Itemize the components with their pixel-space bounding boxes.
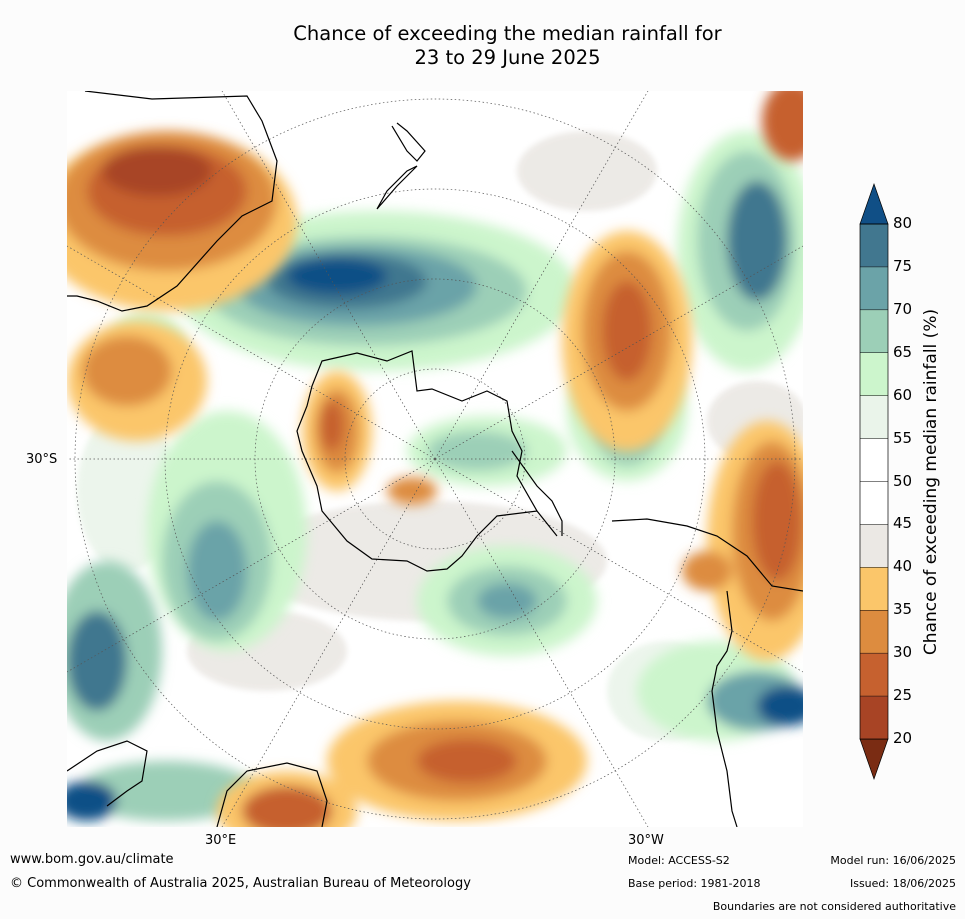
colorbar-tick-label: 40 — [893, 557, 913, 576]
colorbar-tick-label: 30 — [893, 643, 913, 662]
colorbar-band-50-55 — [860, 438, 888, 482]
colorbar-tick-label: 75 — [893, 256, 913, 275]
colorbar-band-55-60 — [860, 395, 888, 439]
colorbar-band-65-70 — [860, 309, 888, 353]
footer-disclaimer: Boundaries are not considered authoritat… — [712, 900, 956, 913]
colorbar-tick-label: 25 — [893, 686, 913, 705]
footer-copyright: © Commonwealth of Australia 2025, Austra… — [10, 876, 471, 891]
colorbar-tick-label: 80 — [893, 214, 913, 232]
footer-base-period: Base period: 1981-2018 — [628, 877, 761, 890]
chart-title: Chance of exceeding the median rainfall … — [0, 22, 965, 70]
colorbar-tick-label: 35 — [893, 600, 913, 619]
lon-label-30w: 30°W — [628, 833, 664, 848]
africa-coast — [67, 740, 328, 827]
footer-url[interactable]: www.bom.gov.au/climate — [10, 852, 174, 867]
colorbar-band-75-80 — [860, 224, 888, 267]
colorbar-tick-label: 70 — [893, 299, 913, 318]
colorbar-band-20-25 — [860, 696, 888, 739]
footer-issued: Issued: 18/06/2025 — [849, 877, 956, 890]
antarctic-peninsula-coast — [511, 450, 563, 536]
dry-anomaly-regions — [67, 91, 803, 827]
graticule — [67, 91, 803, 827]
colorbar-band-30-35 — [860, 610, 888, 654]
colorbar-tick-label: 55 — [893, 428, 913, 447]
colorbar-band-70-75 — [860, 266, 888, 310]
colorbar-tick-label: 45 — [893, 514, 913, 533]
new-zealand-coast — [376, 122, 426, 210]
lon-label-30e: 30°E — [205, 833, 237, 848]
australia-coast — [67, 91, 278, 312]
title-line-2: 23 to 29 June 2025 — [414, 46, 601, 69]
south-america-coast — [611, 518, 803, 827]
antarctica-coast — [296, 350, 558, 572]
rainfall-probability-map[interactable] — [67, 91, 803, 827]
footer-model-run: Model run: 16/06/2025 — [830, 854, 956, 867]
colorbar-band-25-30 — [860, 653, 888, 697]
colorbar-tick-label: 65 — [893, 342, 913, 361]
colorbar-tick-label: 20 — [893, 729, 913, 747]
colorbar-band-40-45 — [860, 524, 888, 568]
coastlines — [67, 91, 803, 827]
colorbar-outline — [859, 223, 889, 740]
colorbar-segments — [859, 182, 889, 781]
colorbar-band-60-65 — [860, 352, 888, 396]
footer-model: Model: ACCESS-S2 — [628, 854, 730, 867]
title-line-1: Chance of exceeding the median rainfall … — [293, 22, 722, 45]
colorbar-band-45-50 — [860, 481, 888, 525]
colorbar-extend-high — [859, 182, 889, 225]
colorbar-title: Chance of exceeding median rainfall (%) — [921, 308, 941, 656]
colorbar-tick-label: 60 — [893, 385, 913, 404]
colorbar-extend-low — [859, 738, 889, 781]
colorbar-tick-label: 50 — [893, 471, 913, 490]
colorbar-band-35-40 — [860, 567, 888, 611]
lat-label-30s: 30°S — [26, 452, 58, 467]
